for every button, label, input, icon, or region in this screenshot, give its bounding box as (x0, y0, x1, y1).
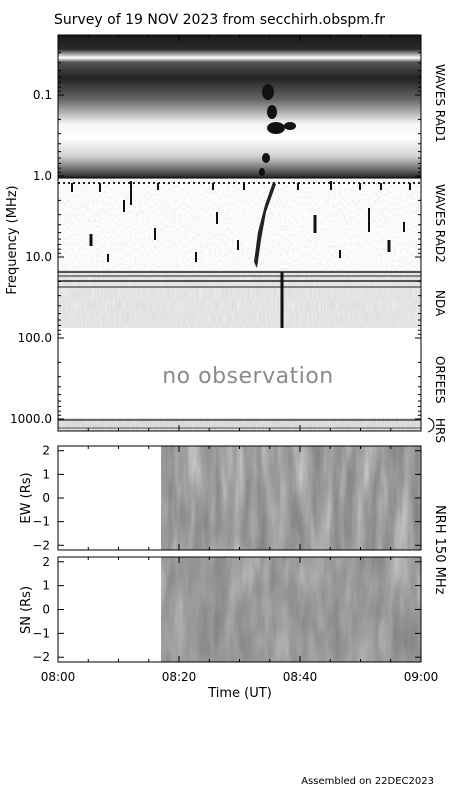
chart-title: Survey of 19 NOV 2023 from secchirh.obsp… (54, 12, 385, 28)
nrh-tick-label: 1 (42, 467, 50, 481)
instrument-label: WAVES RAD2 (433, 184, 447, 263)
freq-tick-label: 100.0 (18, 331, 52, 345)
nrh-tick-label: −1 (32, 626, 50, 640)
freq-tick-label: 1000.0 (10, 412, 52, 426)
time-tick-label: 08:40 (283, 670, 318, 684)
freq-tick-label: 0.1 (33, 88, 52, 102)
nrh-tick-label: −2 (32, 538, 50, 552)
freq-tick-label: 10.0 (25, 250, 52, 264)
nrh-tick-label: 2 (42, 555, 50, 569)
time-tick-label: 09:00 (404, 670, 439, 684)
time-tick-label: 08:20 (162, 670, 197, 684)
rad2-spikes (71, 181, 411, 262)
nda-texture (58, 270, 421, 328)
instrument-label: NDA (433, 290, 447, 317)
instrument-label: HRS (433, 418, 447, 443)
rad2-type-iii-burst (254, 182, 276, 268)
nrh-tick-label: 1 (42, 579, 50, 593)
dynamic-spectrum-panel (58, 35, 421, 431)
assembled-footer: Assembled on 22DEC2023 (301, 776, 434, 787)
nrh-ew-panel (57, 445, 422, 551)
nrh-tick-label: −1 (32, 515, 50, 529)
ew-axis-label: EW (Rs) (19, 472, 34, 523)
frequency-ticks: 0.1 1.0 10.0 100.0 1000.0 (10, 52, 421, 426)
instrument-labels: WAVES RAD1 WAVES RAD2 NDA ORFEES HRS (427, 64, 447, 443)
hrs-bracket (427, 417, 435, 433)
rad2-texture (58, 178, 421, 270)
ew-ticks: 2 1 0 −1 −2 (32, 444, 421, 552)
no-observation-label: no observation (162, 364, 334, 389)
freq-tick-label: 1.0 (33, 169, 52, 183)
time-axis-label: Time (UT) (207, 686, 272, 701)
time-ticks: 08:00 08:20 08:40 09:00 (41, 35, 439, 684)
nrh-tick-label: 0 (42, 491, 50, 505)
nrh-label: NRH 150 MHz (432, 505, 447, 595)
frequency-axis-label: Frequency (MHz) (5, 185, 20, 294)
nrh-sn-panel (57, 556, 422, 663)
nrh-tick-label: 0 (42, 603, 50, 617)
nda-top-lines (58, 271, 421, 288)
nrh-tick-label: −2 (32, 650, 50, 664)
orfees-gap (58, 328, 421, 418)
instrument-label: ORFEES (433, 356, 447, 403)
rad1-burst (259, 84, 296, 176)
sn-ticks: 2 1 0 −1 −2 (32, 555, 421, 664)
nrh-tick-label: 2 (42, 444, 50, 458)
sn-axis-label: SN (Rs) (19, 586, 34, 634)
time-tick-label: 08:00 (41, 670, 76, 684)
rad1-band (58, 35, 421, 178)
instrument-label: WAVES RAD1 (433, 64, 447, 143)
